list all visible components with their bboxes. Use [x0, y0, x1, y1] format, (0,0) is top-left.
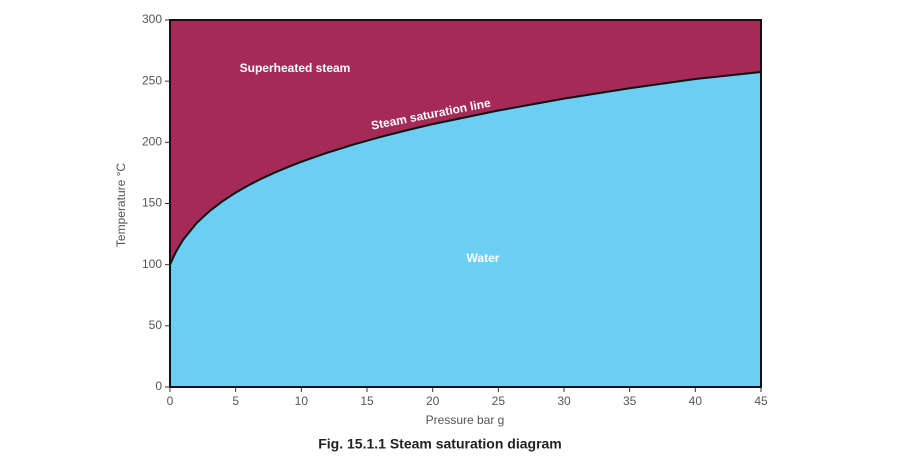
water-region — [170, 71, 761, 387]
y-tick-label: 100 — [142, 257, 162, 271]
y-tick-label: 50 — [149, 318, 163, 332]
x-tick-label: 30 — [557, 394, 571, 408]
y-tick-label: 200 — [142, 135, 162, 149]
x-tick-label: 25 — [492, 394, 506, 408]
x-tick-label: 20 — [426, 394, 440, 408]
y-tick-label: 0 — [155, 379, 162, 393]
x-tick-label: 5 — [232, 394, 239, 408]
x-tick-label: 15 — [360, 394, 374, 408]
x-tick-label: 35 — [623, 394, 637, 408]
x-axis-label: Pressure bar g — [426, 413, 505, 427]
annotation: Superheated steam — [240, 61, 351, 75]
y-axis-label: Temperature °C — [114, 163, 128, 247]
x-tick-label: 45 — [754, 394, 768, 408]
y-tick-label: 300 — [142, 12, 162, 26]
y-tick-label: 250 — [142, 73, 162, 87]
chart-title: Fig. 15.1.1 Steam saturation diagram — [318, 436, 562, 452]
annotation: Water — [467, 251, 500, 265]
x-tick-label: 0 — [167, 394, 174, 408]
saturation-line — [169, 70, 762, 266]
x-tick-label: 40 — [689, 394, 703, 408]
x-tick-label: 10 — [295, 394, 309, 408]
y-tick-label: 150 — [142, 196, 162, 210]
